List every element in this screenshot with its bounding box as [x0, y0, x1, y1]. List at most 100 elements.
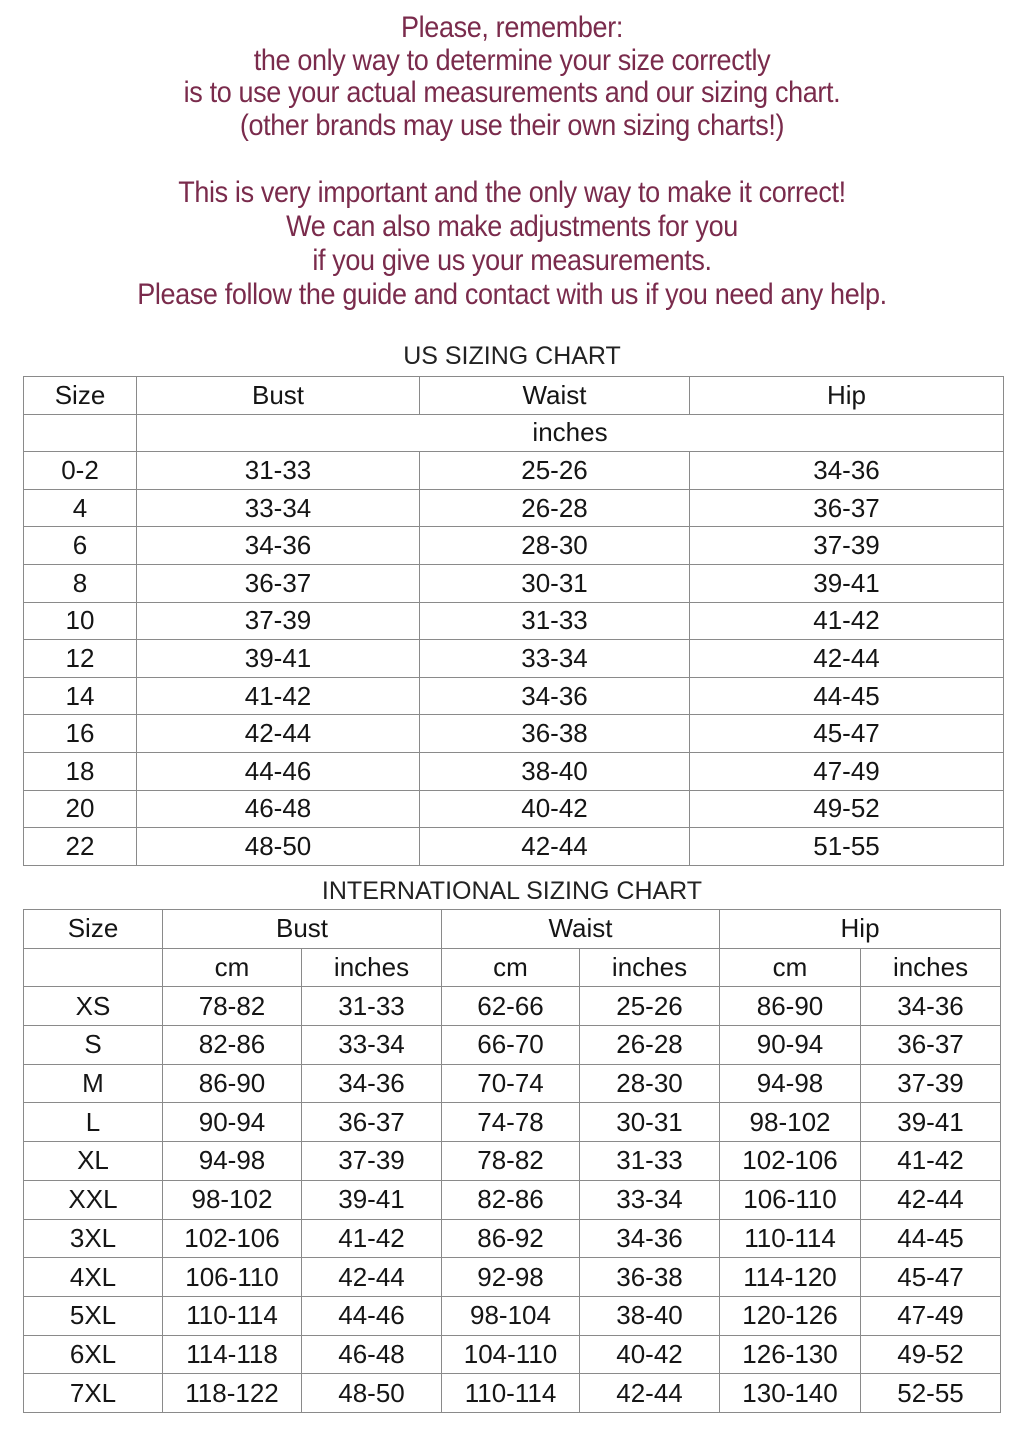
measurement-cell: 51-55: [689, 827, 1004, 866]
unit-label: cm: [719, 947, 862, 988]
measurement-cell: 90-94: [719, 1025, 862, 1065]
intl-chart-title: INTERNATIONAL SIZING CHART: [321, 877, 703, 905]
header-row: Size Bust Waist Hip: [23, 376, 1004, 415]
table-row: 4 33-34 26-28 36-37: [23, 488, 1004, 528]
size-cell: 4: [23, 488, 137, 528]
measurement-cell: 45-47: [860, 1257, 1002, 1297]
empty-cell: [23, 947, 163, 988]
us-sizing-table: Size Bust Waist Hip inches 0-2 31-33 25-26 34-36…: [23, 376, 1004, 866]
measurement-cell: 110-114: [441, 1373, 580, 1413]
measurement-cell: 36-38: [419, 714, 690, 753]
measurement-cell: 42-44: [136, 714, 420, 753]
measurement-cell: 37-39: [301, 1141, 442, 1181]
notice-line: the only way to determine your size corr…: [253, 43, 771, 77]
table-row: 0-2 31-33 25-26 34-36: [23, 451, 1004, 490]
measurement-cell: 36-37: [860, 1025, 1002, 1065]
notice-line: We can also make adjustments for you: [286, 210, 738, 243]
table-row: 4XL 106-110 42-44 92-98 36-38 114-120 45-47: [23, 1257, 1002, 1297]
size-cell: 0-2: [23, 451, 137, 490]
measurement-cell: 47-49: [860, 1295, 1002, 1336]
measurement-cell: 44-46: [136, 751, 420, 791]
measurement-cell: 90-94: [162, 1102, 302, 1143]
measurement-cell: 26-28: [419, 488, 690, 528]
unit-label: cm: [441, 947, 580, 988]
column-header: Hip: [689, 376, 1004, 415]
measurement-cell: 36-37: [136, 563, 420, 603]
measurement-cell: 41-42: [689, 601, 1004, 641]
measurement-cell: 104-110: [441, 1334, 580, 1375]
size-cell: 5XL: [23, 1295, 163, 1336]
measurement-cell: 86-90: [162, 1063, 302, 1104]
measurement-cell: 118-122: [162, 1373, 302, 1413]
header-row: Size Bust Waist Hip: [23, 909, 1002, 949]
measurement-cell: 70-74: [441, 1063, 580, 1104]
size-cell: 10: [23, 601, 137, 641]
size-cell: 4XL: [23, 1257, 163, 1297]
measurement-cell: 47-49: [689, 751, 1004, 791]
measurement-cell: 41-42: [136, 676, 420, 716]
notice-line: Please, remember:: [401, 11, 623, 44]
measurement-cell: 62-66: [441, 986, 580, 1027]
measurement-cell: 38-40: [578, 1295, 721, 1336]
unit-label: inches: [860, 947, 1002, 988]
notice-line: if you give us your measurements.: [312, 244, 712, 277]
measurement-cell: 94-98: [719, 1063, 862, 1104]
table-row: S 82-86 33-34 66-70 26-28 90-94 36-37: [23, 1025, 1002, 1065]
table-row: 18 44-46 38-40 47-49: [23, 751, 1004, 791]
measurement-cell: 98-102: [162, 1179, 302, 1220]
measurement-cell: 86-90: [719, 986, 862, 1027]
table-row: 6 34-36 28-30 37-39: [23, 526, 1004, 565]
measurement-cell: 33-34: [578, 1179, 721, 1220]
measurement-cell: 30-31: [578, 1102, 721, 1143]
table-row: XS 78-82 31-33 62-66 25-26 86-90 34-36: [23, 986, 1002, 1027]
measurement-cell: 39-41: [860, 1102, 1002, 1143]
unit-label: inches: [578, 947, 721, 988]
table-row: M 86-90 34-36 70-74 28-30 94-98 37-39: [23, 1063, 1002, 1104]
measurement-cell: 42-44: [419, 827, 690, 866]
measurement-cell: 41-42: [301, 1218, 442, 1259]
measurement-cell: 37-39: [860, 1063, 1002, 1104]
table-row: XXL 98-102 39-41 82-86 33-34 106-110 42-44: [23, 1179, 1002, 1220]
size-cell: L: [23, 1102, 163, 1143]
measurement-cell: 44-46: [301, 1295, 442, 1336]
measurement-cell: 82-86: [441, 1179, 580, 1220]
measurement-cell: 39-41: [689, 563, 1004, 603]
measurement-cell: 120-126: [719, 1295, 862, 1336]
measurement-cell: 94-98: [162, 1141, 302, 1181]
measurement-cell: 30-31: [419, 563, 690, 603]
notice-paragraph-1: Please, remember: the only way to determ…: [0, 11, 1024, 142]
international-sizing-table: Size Bust Waist Hip cm inches cm inches cm inches…: [23, 909, 1002, 1413]
column-header: Size: [23, 376, 137, 415]
measurement-cell: 98-102: [719, 1102, 862, 1143]
measurement-cell: 78-82: [162, 986, 302, 1027]
measurement-cell: 106-110: [162, 1257, 302, 1297]
size-cell: 6: [23, 526, 137, 565]
measurement-cell: 34-36: [301, 1063, 442, 1104]
size-cell: XS: [23, 986, 163, 1027]
measurement-cell: 41-42: [860, 1141, 1002, 1181]
size-cell: 18: [23, 751, 137, 791]
notice-paragraph-2: This is very important and the only way …: [0, 176, 1024, 312]
sizing-notice: Please, remember: the only way to determ…: [0, 11, 1024, 312]
table-row: 10 37-39 31-33 41-42: [23, 601, 1004, 641]
table-row: L 90-94 36-37 74-78 30-31 98-102 39-41: [23, 1102, 1002, 1143]
size-cell: 20: [23, 789, 137, 829]
column-header: Bust: [136, 376, 420, 415]
measurement-cell: 92-98: [441, 1257, 580, 1297]
notice-line: is to use your actual measurements and o…: [183, 76, 841, 109]
us-chart-title: US SIZING CHART: [403, 342, 621, 370]
column-header: Waist: [419, 376, 690, 415]
measurement-cell: 42-44: [860, 1179, 1002, 1220]
unit-label: inches: [301, 947, 442, 988]
measurement-cell: 36-37: [689, 488, 1004, 528]
measurement-cell: 34-36: [689, 451, 1004, 490]
measurement-cell: 106-110: [719, 1179, 862, 1220]
measurement-cell: 42-44: [689, 639, 1004, 678]
column-header: Size: [23, 909, 163, 949]
measurement-cell: 40-42: [419, 789, 690, 829]
size-cell: 8: [23, 563, 137, 603]
unit-label: cm: [162, 947, 302, 988]
table-row: 20 46-48 40-42 49-52: [23, 789, 1004, 829]
measurement-cell: 31-33: [419, 601, 690, 641]
measurement-cell: 25-26: [578, 986, 721, 1027]
